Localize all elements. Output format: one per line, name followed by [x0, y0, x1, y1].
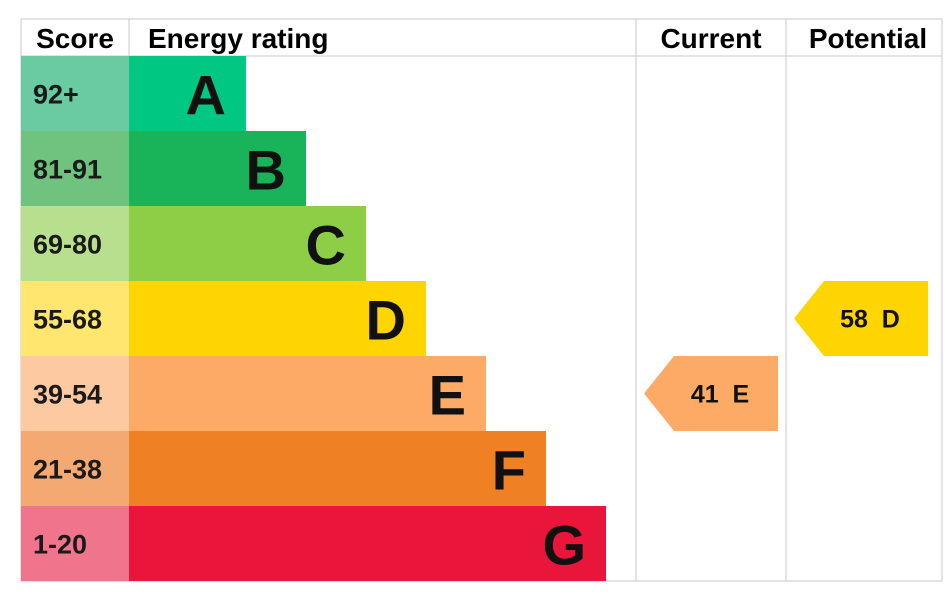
band-bar-a [129, 56, 246, 131]
score-cell-d [21, 281, 129, 356]
current-rating-label: 41 E [691, 381, 749, 409]
rating-markers: 41 E 58 D [644, 281, 928, 431]
score-range-a: 92+ [33, 80, 79, 110]
header-energy-rating: Energy rating [148, 23, 328, 54]
band-bar-b [129, 131, 306, 206]
score-range-b: 81-91 [33, 155, 102, 185]
score-cell-b [21, 131, 129, 206]
potential-rating-arrow [794, 281, 928, 356]
score-cell-e [21, 356, 129, 431]
score-range-d: 55-68 [33, 305, 102, 335]
band-letter-g: G [542, 514, 586, 577]
band-bar-f [129, 431, 546, 506]
score-cell-g [21, 506, 129, 581]
band-letter-c: C [306, 214, 346, 277]
score-cell-a [21, 56, 129, 131]
score-range-e: 39-54 [33, 380, 102, 410]
band-bar-e [129, 356, 486, 431]
score-range-c: 69-80 [33, 230, 102, 260]
band-bar-d [129, 281, 426, 356]
header-current: Current [660, 23, 761, 54]
band-letter-e: E [429, 364, 466, 427]
band-letter-b: B [246, 139, 286, 202]
band-letter-f: F [492, 439, 526, 502]
band-bar-c [129, 206, 366, 281]
potential-rating-label: 58 D [840, 306, 900, 334]
band-letter-a: A [186, 64, 226, 127]
band-bar-g [129, 506, 606, 581]
rating-bands: 92+ A 81-91 B 69-80 C 55-68 D 39-54 E 21-38 F 1-20 G [21, 56, 606, 581]
score-range-g: 1-20 [33, 530, 87, 560]
header-score: Score [36, 23, 114, 54]
score-cell-c [21, 206, 129, 281]
score-cell-f [21, 431, 129, 506]
band-letter-d: D [366, 289, 406, 352]
current-rating-arrow [644, 356, 778, 431]
score-range-f: 21-38 [33, 455, 102, 485]
header-potential: Potential [809, 23, 927, 54]
